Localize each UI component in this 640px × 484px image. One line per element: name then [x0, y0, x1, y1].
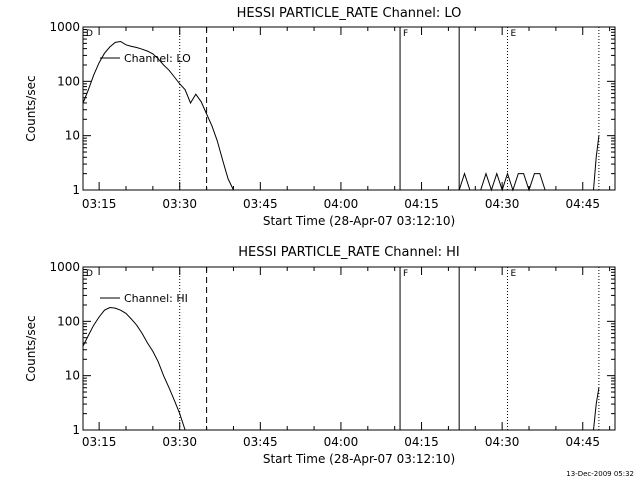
series-line-0-segment-1: [593, 387, 600, 431]
plot-frame: [82, 26, 616, 191]
y-tick-label: 1: [72, 183, 80, 197]
event-marker-label: F: [403, 29, 408, 39]
legend: Channel: HI: [100, 292, 188, 305]
y-tick-label: 10: [65, 129, 80, 143]
chart-title: HESSI PARTICLE_RATE Channel: LO: [237, 6, 462, 21]
event-marker-label: E: [511, 29, 517, 39]
legend-label: Channel: HI: [124, 292, 188, 305]
x-tick-label: 03:45: [243, 197, 278, 211]
y-axis-label: Counts/sec: [24, 75, 38, 141]
y-axis-label: Counts/sec: [24, 315, 38, 381]
y-tick-label: 1000: [49, 260, 80, 274]
y-tick-label: 1000: [49, 20, 80, 34]
x-tick-label: 04:00: [324, 197, 359, 211]
chart-panel-1: HESSI PARTICLE_RATE Channel: HI 03:15 03:3…: [24, 245, 616, 466]
y-tick-label: 100: [57, 314, 80, 328]
x-tick-label: 03:15: [82, 197, 117, 211]
event-marker-label: D: [86, 269, 93, 279]
x-tick-label: 04:45: [565, 435, 600, 449]
series-line-0-segment-2: [593, 135, 600, 191]
x-tick-label: 03:45: [243, 435, 278, 449]
y-tick-label: 10: [65, 369, 80, 383]
x-tick-label: 03:30: [162, 197, 197, 211]
chart-title: HESSI PARTICLE_RATE Channel: HI: [238, 245, 459, 260]
x-tick-label: 04:15: [404, 435, 439, 449]
x-tick-label: 04:30: [485, 435, 520, 449]
footer-timestamp: 13-Dec-2009 05:32: [566, 470, 634, 478]
y-tick-label: 100: [57, 74, 80, 88]
event-marker-label: D: [86, 29, 93, 39]
legend: Channel: LO: [100, 52, 191, 65]
x-tick-label: 03:15: [82, 435, 117, 449]
x-tick-label: 03:30: [162, 435, 197, 449]
event-marker-label: F: [403, 269, 408, 279]
series-line-0-segment-0: [82, 306, 186, 431]
x-axis-label: Start Time (28-Apr-07 03:12:10): [263, 452, 455, 466]
x-axis-label: Start Time (28-Apr-07 03:12:10): [263, 214, 455, 228]
series-line-0-segment-0: [82, 40, 234, 191]
x-tick-label: 04:45: [565, 197, 600, 211]
x-tick-label: 04:30: [485, 197, 520, 211]
series-line-0-segment-1: [458, 171, 546, 192]
x-tick-label: 04:00: [324, 435, 359, 449]
event-marker-label: E: [511, 269, 517, 279]
x-tick-label: 04:15: [404, 197, 439, 211]
chart-panel-0: HESSI PARTICLE_RATE Channel: LO 03:15 03:3…: [24, 6, 616, 228]
y-tick-label: 1: [72, 423, 80, 437]
plot-frame: [82, 266, 616, 431]
